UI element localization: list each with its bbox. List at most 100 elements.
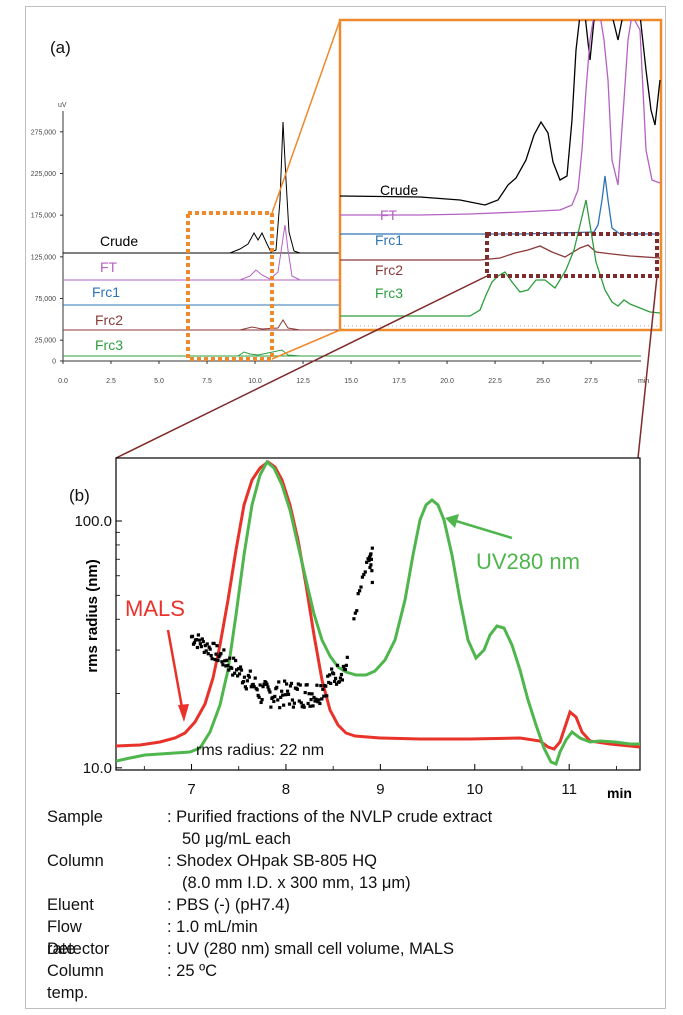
mals-point: [248, 669, 252, 673]
mals-point: [206, 652, 210, 656]
rms-annotation: rms radius: 22 nm: [196, 742, 324, 759]
mals-point: [202, 650, 206, 654]
panel-a-y-tick-label: 0: [52, 359, 56, 366]
panel-a-x-unit: min: [638, 378, 649, 385]
mals-point: [315, 683, 319, 687]
mals-point: [355, 609, 359, 613]
panel-a-x-tick-label: 17.5: [392, 378, 406, 385]
panel-b-y-tick-label: 10.0: [83, 760, 112, 777]
mals-point: [264, 681, 268, 685]
panel-a-x-tick-label: 20.0: [440, 378, 454, 385]
inset-label-frc1: Frc1: [375, 232, 403, 248]
mals-label: MALS: [125, 596, 185, 621]
mals-point: [332, 679, 337, 684]
mals-point: [327, 680, 331, 685]
condition-value: : Shodex OHpak SB-805 HQ: [167, 852, 378, 870]
mals-point: [287, 702, 292, 706]
mals-point: [223, 659, 227, 663]
mals-radius-points: [189, 546, 374, 710]
panel-a-x-ticks: 0.0 2.5 5.0 7.5 10.0 12.5 15.0 17.5 20.0 22.5 25.0…: [58, 361, 598, 385]
mals-point: [245, 679, 249, 683]
zoom-box-a: [186, 211, 274, 361]
mals-arrow-head: [178, 704, 189, 722]
panel-a-y-tick-label: 125,000: [31, 254, 56, 261]
mals-point: [334, 682, 339, 686]
mals-point: [267, 688, 271, 692]
mals-point: [265, 682, 269, 686]
mals-point: [312, 695, 316, 700]
inset-label-frc2: Frc2: [375, 262, 403, 278]
mals-point: [341, 664, 345, 669]
mals-point: [234, 658, 238, 663]
mals-point: [279, 695, 283, 699]
mals-point: [227, 668, 231, 672]
condition-key: Detector: [47, 940, 110, 958]
mals-point: [313, 699, 317, 703]
panel-b-label: (b): [69, 486, 90, 505]
mals-point: [205, 642, 209, 646]
mals-point: [249, 685, 253, 689]
mals-point: [367, 558, 371, 563]
mals-point: [221, 663, 225, 667]
mals-point: [246, 673, 250, 678]
condition-key: Flow rate: [47, 918, 82, 958]
mals-point: [286, 692, 291, 696]
mals-point: [235, 668, 239, 672]
panel-b-y-ticks: 100.0 10.0: [74, 513, 122, 777]
mals-point: [292, 701, 297, 705]
mals-point: [213, 657, 217, 662]
panel-a-y-tick-label: 175,000: [31, 213, 56, 220]
mals-point: [345, 655, 349, 659]
panel-a-y-unit: uV: [58, 102, 67, 109]
mals-point: [320, 697, 324, 701]
frc3-trace: [63, 349, 641, 357]
panel-a-y-ticks: 275,000 225,000 175,000 125,000 75,000 25,000…: [31, 129, 63, 366]
uv-label: UV280 nm: [476, 549, 580, 574]
mals-point: [352, 617, 356, 621]
panel-b-ylabel: rms radius (nm): [84, 559, 101, 672]
mals-point: [241, 680, 246, 684]
mals-point: [204, 649, 208, 653]
inset-frc3-trace: [340, 199, 661, 317]
mals-point: [326, 674, 330, 678]
mals-point: [255, 688, 259, 692]
mals-point: [272, 699, 276, 704]
mals-point: [197, 638, 201, 642]
mals-point: [306, 701, 310, 706]
mals-point: [252, 685, 256, 689]
mals-point: [243, 685, 248, 689]
panel-b-x-tick-label: 9: [376, 781, 384, 798]
mals-point: [195, 645, 200, 650]
mals-point: [219, 651, 223, 656]
mals-point: [319, 684, 323, 688]
inset-label-crude: Crude: [380, 182, 418, 198]
mals-point: [324, 684, 328, 688]
panel-a-x-tick-label: 25.0: [536, 378, 550, 385]
mals-point: [237, 672, 242, 676]
condition-value: : UV (280 nm) small cell volume, MALS: [167, 940, 455, 958]
mals-point: [309, 698, 313, 702]
mals-point: [305, 683, 309, 687]
mals-point: [329, 681, 333, 686]
mals-point: [360, 575, 365, 579]
mals-point: [296, 682, 300, 686]
inset-frc2-trace: [340, 244, 661, 261]
condition-value: : Purified fractions of the NVLP crude e…: [167, 808, 493, 826]
panel-b-y-tick-label: 100.0: [74, 513, 112, 530]
mals-point: [314, 697, 318, 701]
mals-point: [209, 653, 213, 658]
mals-point: [353, 611, 357, 615]
mals-point: [369, 557, 373, 561]
mals-point: [235, 674, 240, 678]
panel-a-x-tick-label: 15.0: [344, 378, 358, 385]
mals-point: [317, 698, 321, 702]
mals-point: [232, 656, 236, 660]
condition-key: Column temp.: [47, 962, 104, 1002]
condition-key: Sample: [47, 808, 103, 826]
mals-point: [194, 638, 199, 642]
label-frc3: Frc3: [95, 337, 123, 353]
mals-point: [200, 637, 204, 641]
panel-a-y-tick-label: 225,000: [31, 171, 56, 178]
mals-point: [330, 667, 334, 671]
